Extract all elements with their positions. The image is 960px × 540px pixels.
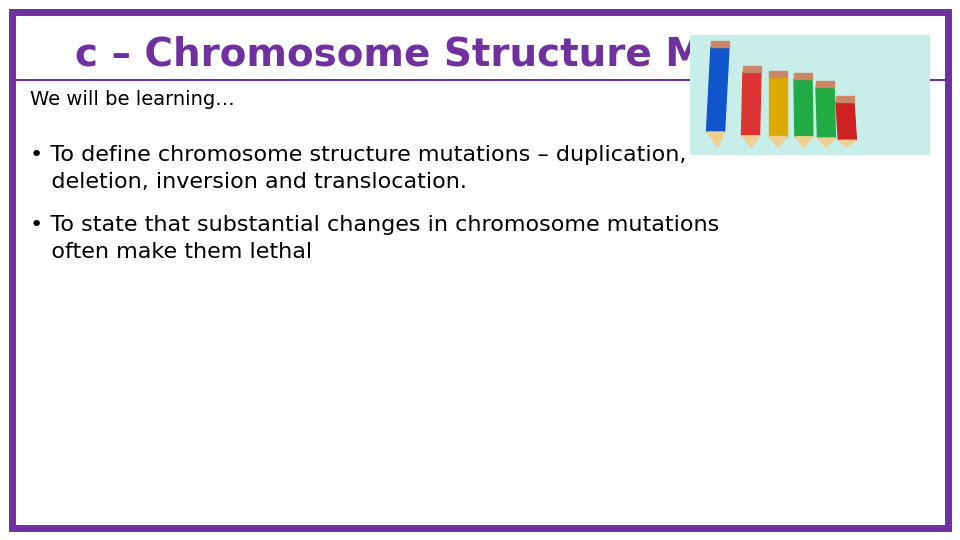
Polygon shape xyxy=(794,73,812,79)
Polygon shape xyxy=(741,136,759,147)
Polygon shape xyxy=(795,137,813,147)
Text: deletion, inversion and translocation.: deletion, inversion and translocation. xyxy=(30,172,467,192)
Polygon shape xyxy=(836,102,856,140)
Polygon shape xyxy=(769,137,787,147)
Polygon shape xyxy=(743,66,761,72)
Text: • To state that substantial changes in chromosome mutations: • To state that substantial changes in c… xyxy=(30,215,719,235)
Text: c – Chromosome Structure Mutations: c – Chromosome Structure Mutations xyxy=(75,35,885,73)
Polygon shape xyxy=(769,71,787,77)
Text: We will be learning…: We will be learning… xyxy=(30,90,235,109)
Polygon shape xyxy=(794,79,813,137)
FancyBboxPatch shape xyxy=(12,12,948,528)
Polygon shape xyxy=(711,41,729,47)
Polygon shape xyxy=(838,140,856,147)
Text: often make them lethal: often make them lethal xyxy=(30,242,312,262)
Polygon shape xyxy=(769,77,787,137)
Polygon shape xyxy=(818,138,835,147)
Text: • To define chromosome structure mutations – duplication,: • To define chromosome structure mutatio… xyxy=(30,145,686,165)
Polygon shape xyxy=(836,96,854,102)
Polygon shape xyxy=(707,132,725,147)
Polygon shape xyxy=(707,47,729,132)
FancyBboxPatch shape xyxy=(690,35,930,155)
Polygon shape xyxy=(816,81,834,87)
Polygon shape xyxy=(816,87,835,138)
Polygon shape xyxy=(741,72,761,136)
